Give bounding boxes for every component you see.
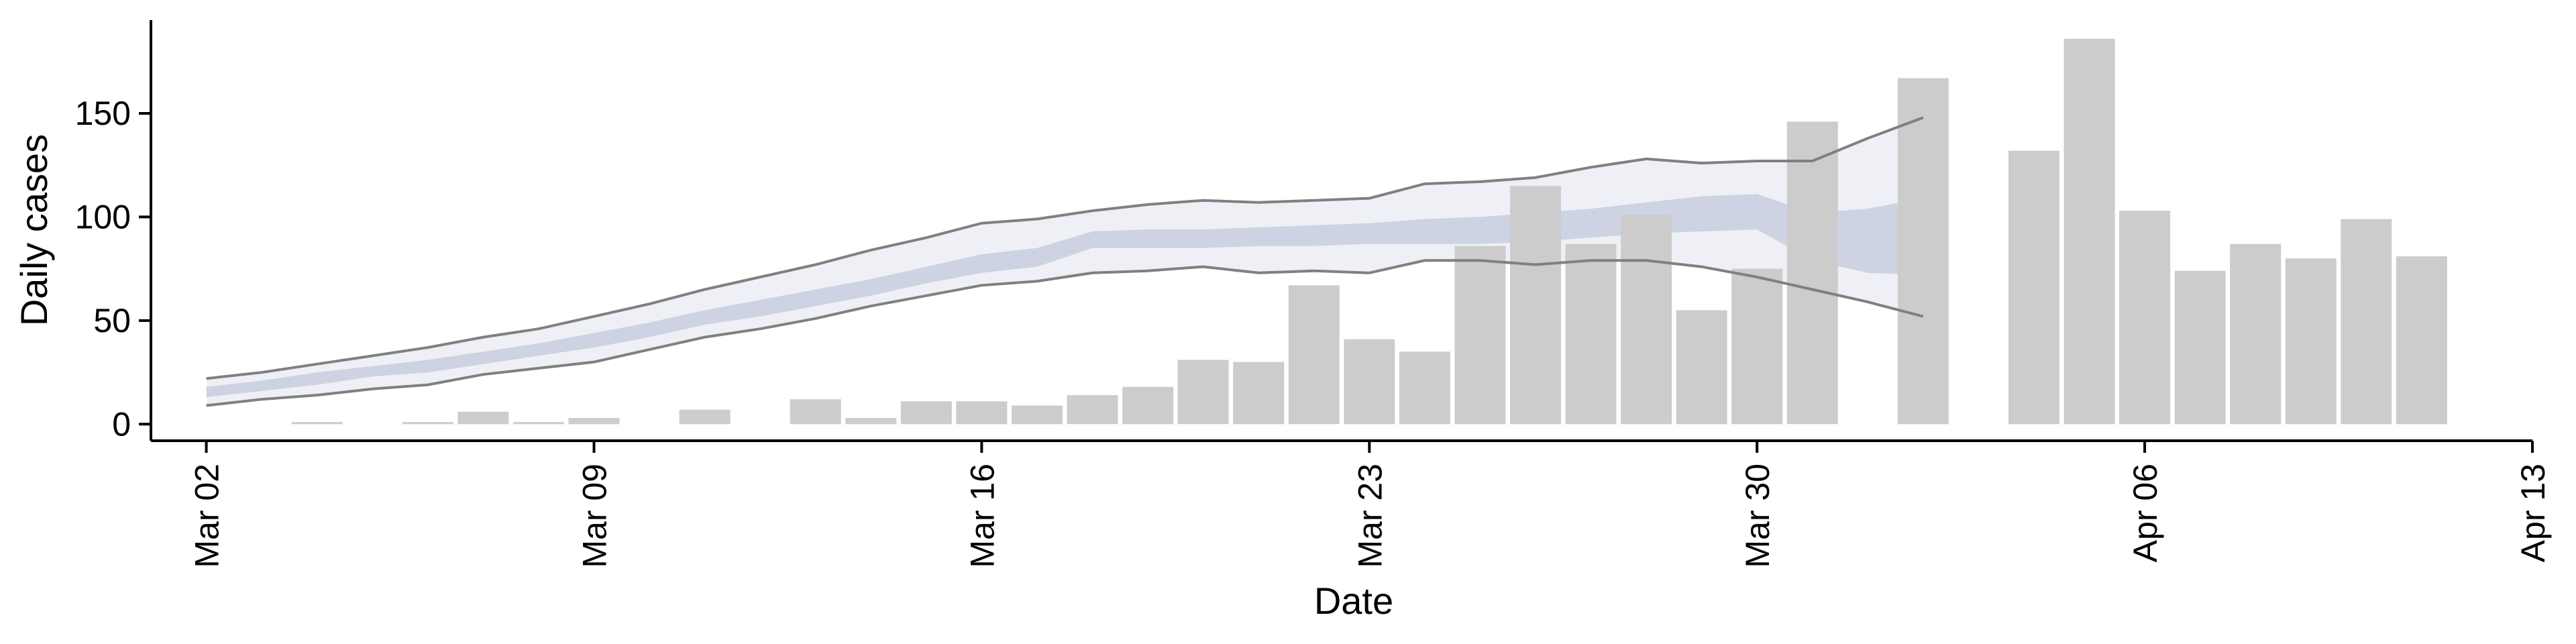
bar-2020-03-27 <box>1565 244 1617 425</box>
bar-2020-03-14 <box>845 418 897 425</box>
bar-2020-04-04 <box>2008 150 2059 425</box>
bar-2020-04-10 <box>2341 219 2392 425</box>
bar-2020-03-17 <box>1012 405 1063 425</box>
bars-group <box>291 38 2447 425</box>
y-tick-label: 50 <box>93 302 131 339</box>
bar-2020-03-21 <box>1233 362 1285 425</box>
bar-2020-04-06 <box>2119 211 2171 425</box>
x-tick-label: Apr 06 <box>2127 464 2164 562</box>
x-tick-label: Mar 02 <box>189 464 226 568</box>
bar-2020-03-09 <box>568 418 620 425</box>
bar-2020-03-26 <box>1510 186 1561 425</box>
bar-2020-03-22 <box>1288 285 1340 425</box>
bar-2020-03-07 <box>458 411 509 425</box>
bar-2020-03-23 <box>1344 339 1395 425</box>
upper-bound-line <box>206 116 1924 380</box>
bar-2020-03-19 <box>1122 386 1174 425</box>
bar-2020-03-29 <box>1676 310 1727 425</box>
bar-2020-03-20 <box>1177 360 1229 425</box>
bar-2020-03-08 <box>513 422 564 425</box>
bar-2020-04-11 <box>2396 256 2447 425</box>
y-axis-ticks: 0 50 100 150 <box>75 95 151 443</box>
bar-2020-03-31 <box>1786 121 1838 425</box>
bar-2020-04-05 <box>2063 38 2115 425</box>
bar-2020-03-04 <box>291 422 343 425</box>
bar-2020-03-16 <box>956 401 1008 425</box>
bar-2020-03-15 <box>900 401 952 425</box>
bar-2020-03-28 <box>1621 215 1672 425</box>
bar-2020-04-07 <box>2174 270 2226 425</box>
y-tick-label: 100 <box>75 198 131 235</box>
y-tick-label: 0 <box>112 405 131 443</box>
bar-2020-03-24 <box>1399 352 1450 425</box>
bar-2020-03-11 <box>679 409 731 425</box>
bar-2020-03-25 <box>1454 246 1506 425</box>
x-tick-label: Mar 23 <box>1351 464 1389 568</box>
y-tick-label: 150 <box>75 95 131 132</box>
bar-2020-03-06 <box>402 422 453 425</box>
bar-2020-03-18 <box>1067 395 1118 425</box>
x-tick-label: Apr 13 <box>2514 464 2552 562</box>
nowcast-bands <box>206 117 1923 406</box>
inner-interval-band <box>206 194 1923 398</box>
x-tick-label: Mar 30 <box>1739 464 1776 568</box>
bar-2020-03-30 <box>1731 268 1783 425</box>
lower-bound-line <box>206 259 1924 407</box>
bar-2020-03-13 <box>790 399 841 425</box>
bar-2020-04-09 <box>2285 258 2337 425</box>
x-axis-ticks: Mar 02 Mar 09 Mar 16 Mar 23 Mar 30 Apr 06 Apr … <box>189 441 2552 568</box>
x-tick-label: Mar 16 <box>963 464 1001 568</box>
bar-2020-04-08 <box>2230 244 2282 425</box>
nowcast-bound-lines <box>206 116 1924 407</box>
bar-2020-04-02 <box>1897 78 1949 425</box>
x-tick-label: Mar 09 <box>576 464 614 568</box>
x-axis-title: Date <box>1314 580 1393 622</box>
y-axis-title: Daily cases <box>13 134 55 326</box>
